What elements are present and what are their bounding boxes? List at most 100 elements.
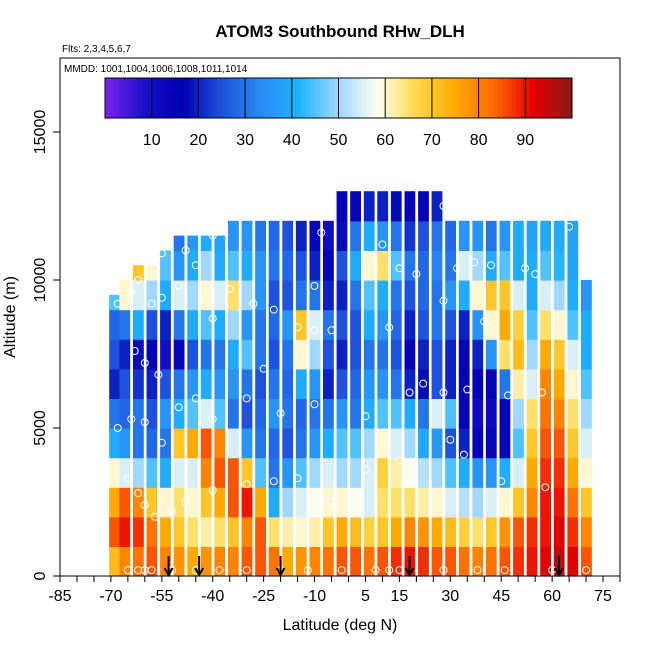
colorbar-tick-label: 20 [190,132,208,149]
heat-cell [228,457,239,488]
heat-cell [173,457,185,488]
colorbar-segment [347,78,354,118]
flight-point [134,276,143,284]
heat-cell [540,339,551,370]
heat-cell [109,457,120,488]
heat-cell [255,487,266,518]
colorbar-segment [105,78,111,118]
flight-point [191,261,200,270]
heat-cell [268,339,280,370]
heat-cell [146,487,158,518]
heat-cell [472,546,484,577]
flight-point [310,281,319,290]
flight-point [361,412,370,421]
heat-cell [173,546,185,577]
heat-cell [540,398,551,429]
heat-cell [567,280,579,311]
colorbar-segment [380,78,386,118]
heat-cell [241,280,253,311]
colorbar-segment [333,78,339,118]
heat-cell [418,280,429,311]
heat-cell [173,250,185,281]
heat-cell [526,516,538,547]
heat-cell [109,516,120,547]
heat-cell [160,368,171,399]
heat-cell [567,546,579,577]
flight-point [113,299,122,308]
heat-cell [109,487,120,518]
heat-cell [581,368,592,399]
heat-cell [499,487,511,518]
heat-cell [350,457,361,488]
heat-cell [553,457,565,488]
colorbar-segment [469,78,475,118]
heat-cell [377,546,389,577]
heat-cell [309,368,321,399]
heat-cell [282,280,294,311]
heat-cell [513,309,524,340]
heat-cell [200,280,212,311]
heat-cell [499,220,511,251]
heat-cell [553,309,565,340]
heat-cell [445,546,456,577]
colorbar-segment [464,78,470,118]
x-tick-label: 15 [390,588,408,605]
heat-cell [268,368,280,399]
flight-point [181,246,190,255]
heat-cell [350,250,361,281]
heat-cell [282,516,294,547]
heat-cell [241,368,253,399]
heat-cell [295,250,307,281]
heat-cell [458,220,470,251]
colorbar [104,77,573,119]
heat-cell [458,516,470,547]
heat-cell [241,516,253,547]
heat-cell [526,398,538,429]
heat-cell [445,368,456,399]
colorbar-segment [123,78,129,118]
colorbar-segment [352,78,358,118]
heat-cell [214,487,226,518]
flight-point [140,501,149,509]
heat-cell [255,516,266,547]
heat-cell [214,546,226,577]
heat-cell [390,457,402,488]
flight-point [140,255,149,264]
heat-cell [214,339,226,370]
heat-cell [431,191,443,222]
heat-cell [540,309,551,340]
colorbar-segment [441,78,447,118]
heat-cell [146,309,158,340]
heat-cell [540,220,551,251]
heat-cell [350,339,361,370]
heat-cell [567,398,579,429]
heat-cell [350,191,361,222]
heat-cell [390,309,402,340]
heat-cell [187,428,199,459]
heat-cell [255,398,266,429]
flight-point [134,489,143,498]
heat-cell [350,428,361,459]
heat-cell [133,546,144,577]
colorbar-segment [403,78,410,118]
colorbar-segment [427,78,433,118]
heat-cell [418,398,429,429]
heat-cell [200,368,212,399]
colorbar-segment [203,78,209,118]
heat-cell [553,368,565,399]
colorbar-segment [109,78,115,118]
colorbar-segment [259,78,265,118]
heat-cell [200,428,212,459]
heat-cell [214,250,226,281]
heat-cell [418,457,429,488]
heat-cell [418,546,429,577]
heat-cell [350,309,361,340]
x-tick-label: 60 [543,588,561,605]
heat-cell [309,339,321,370]
flight-point [269,477,278,486]
heat-cell [336,398,348,429]
colorbar-segment [511,78,517,118]
colorbar-segment [254,78,260,118]
flight-point [419,379,428,388]
heat-cell [390,368,402,399]
